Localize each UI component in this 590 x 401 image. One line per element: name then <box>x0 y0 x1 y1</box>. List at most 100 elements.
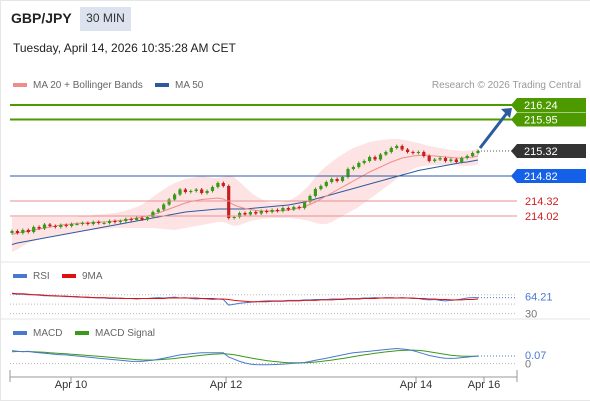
legend-swatch <box>75 331 89 336</box>
candle-body <box>248 212 252 215</box>
candle-body <box>21 230 25 233</box>
candle-body <box>232 217 236 218</box>
candle-body <box>140 218 144 220</box>
x-tick-label: Apr 16 <box>468 379 500 391</box>
candle-body <box>357 163 361 167</box>
candle-body <box>124 219 128 221</box>
candle-body <box>173 194 177 200</box>
candle-body <box>378 154 383 160</box>
candle-body <box>411 152 415 153</box>
candle-body <box>64 225 68 226</box>
candle-body <box>162 204 166 210</box>
candle-body <box>460 158 464 162</box>
candle-body <box>129 219 133 220</box>
macd-zero-label: 0 <box>525 359 531 371</box>
legend-swatch <box>13 83 27 88</box>
candle-body <box>406 149 410 152</box>
candle-body <box>145 217 150 220</box>
candle-body <box>221 183 225 186</box>
candle-body <box>308 196 312 202</box>
candle-body <box>194 189 198 191</box>
candle-body <box>438 158 442 160</box>
macd-line <box>11 347 479 366</box>
candle-body <box>368 157 372 161</box>
legend-label: MACD Signal <box>95 328 156 339</box>
legend-swatch <box>155 83 169 88</box>
candle-body <box>167 199 171 205</box>
timeframe-badge[interactable]: 30 MIN <box>80 7 131 31</box>
candle-body <box>362 161 366 163</box>
candle-body <box>15 231 19 233</box>
candle-body <box>227 186 231 218</box>
candle-body <box>265 211 269 212</box>
candle-body <box>465 156 469 158</box>
legend-label: MACD <box>33 328 63 339</box>
candle-body <box>427 156 431 161</box>
candle-body <box>346 169 350 177</box>
candle-body <box>156 209 160 212</box>
candle-body <box>259 211 263 214</box>
candle-body <box>433 159 437 161</box>
support-price-label: 214.02 <box>525 211 559 223</box>
legend-ma20-bollinger: MA 20 + Bollinger Bands <box>13 80 143 91</box>
candle-body <box>330 179 334 182</box>
symbol-title: GBP/JPY <box>11 10 72 26</box>
candle-body <box>10 231 14 233</box>
current-price-label: 215.32 <box>524 146 558 158</box>
candle-body <box>200 189 204 193</box>
candle-body <box>75 224 79 225</box>
candle-body <box>292 207 296 210</box>
candle-body <box>42 224 47 229</box>
candle-body <box>384 152 388 155</box>
candle-body <box>135 218 139 220</box>
candle-body <box>422 152 426 156</box>
target-price-tag-pointer <box>511 112 517 127</box>
candle-body <box>210 187 215 191</box>
legend-macd: MACD <box>13 328 62 339</box>
legend-rsi: RSI <box>13 271 50 282</box>
candle-body <box>340 177 345 181</box>
candle-body <box>26 230 30 232</box>
candle-body <box>32 227 36 232</box>
support-price-label: 214.32 <box>525 196 559 208</box>
candle-body <box>102 223 106 224</box>
x-tick-label: Apr 14 <box>400 379 432 391</box>
candle-body <box>449 159 453 161</box>
candle-body <box>118 221 122 222</box>
legend-macd-signal: MACD Signal <box>75 328 155 339</box>
legend-ma50: MA 50 <box>155 80 203 91</box>
candle-body <box>238 213 242 217</box>
legend-swatch <box>62 274 76 279</box>
rsi-level-label: 30 <box>525 309 537 321</box>
candle-body <box>351 167 355 169</box>
candle-body <box>373 157 377 160</box>
current-price-tag <box>517 144 586 158</box>
candle-body <box>476 151 480 153</box>
candle-body <box>319 186 323 189</box>
rsi-line <box>11 293 478 306</box>
macd-signal-line <box>11 349 479 364</box>
legend-9ma: 9MA <box>62 271 103 282</box>
candle-body <box>270 210 274 212</box>
candle-body <box>335 179 339 181</box>
legend-label: RSI <box>33 271 50 282</box>
candle-body <box>416 152 420 153</box>
candle-body <box>107 221 112 223</box>
candle-body <box>471 153 475 156</box>
candle-body <box>243 213 247 215</box>
candle-body <box>454 159 458 162</box>
candle-body <box>205 191 209 193</box>
legend-label: MA 20 + Bollinger Bands <box>33 80 143 91</box>
bollinger-band-area <box>12 139 478 252</box>
target-price-tag <box>517 98 586 112</box>
candle-body <box>91 222 95 224</box>
candle-body <box>59 225 63 227</box>
candle-body <box>400 146 404 150</box>
candle-body <box>189 191 193 192</box>
candle-body <box>303 202 307 208</box>
target-price-tag <box>517 112 586 127</box>
candle-body <box>297 207 301 208</box>
current-price-tag-pointer <box>511 144 517 158</box>
rsi-last-value: 64.21 <box>525 292 553 304</box>
